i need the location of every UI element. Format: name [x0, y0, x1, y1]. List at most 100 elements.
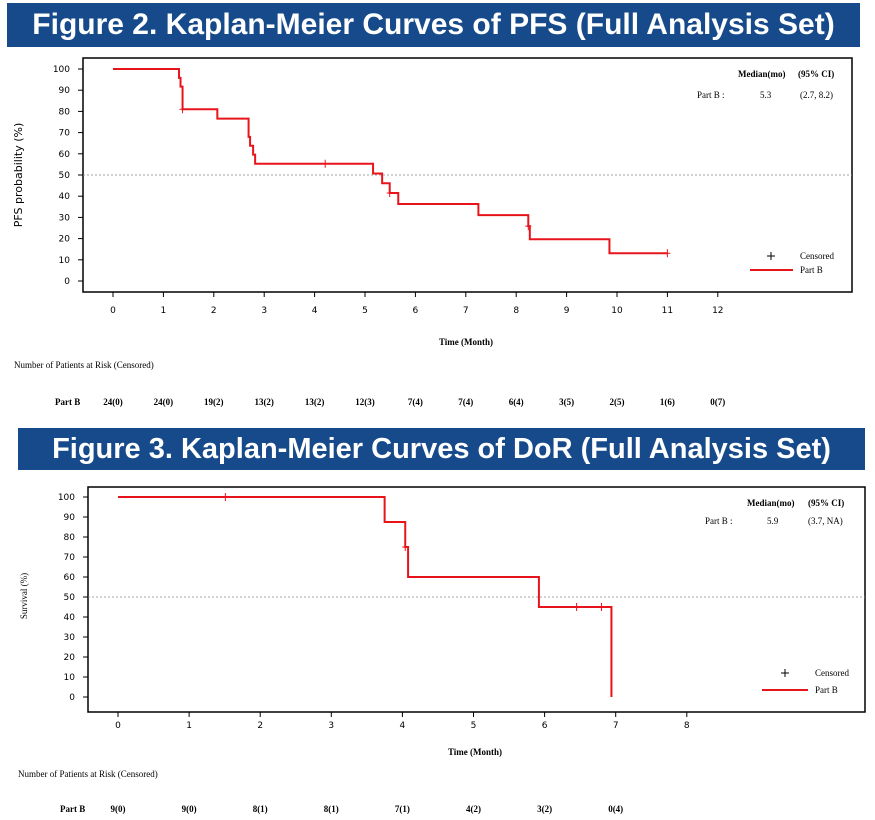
- censored-mark: [179, 105, 186, 114]
- risk-value: 13(2): [254, 397, 274, 407]
- y-tick-label: 80: [64, 533, 76, 543]
- censored-mark: [664, 249, 671, 258]
- risk-value: 7(4): [408, 397, 423, 407]
- median-header: Median(mo): [747, 498, 795, 508]
- x-axis-label: Time (Month): [448, 747, 502, 757]
- x-tick-label: 0: [115, 721, 121, 731]
- y-tick-label: 30: [64, 633, 76, 643]
- risk-value: 13(2): [305, 397, 325, 407]
- x-tick-label: 8: [684, 721, 690, 731]
- risk-value: 8(1): [324, 804, 339, 814]
- risk-value: 7(4): [458, 397, 473, 407]
- y-tick-label: 80: [59, 107, 71, 117]
- y-tick-label: 20: [64, 653, 76, 663]
- y-tick-label: 60: [64, 573, 76, 583]
- y-tick-label: 90: [64, 513, 76, 523]
- y-tick-label: 50: [64, 593, 76, 603]
- risk-table-header: Number of Patients at Risk (Censored): [18, 769, 158, 779]
- censored-mark: [525, 222, 532, 231]
- y-tick-label: 10: [64, 673, 76, 683]
- x-tick-label: 8: [513, 306, 519, 316]
- risk-row-label: Part B: [60, 804, 85, 814]
- risk-value: 0(7): [710, 397, 725, 407]
- risk-value: 24(0): [154, 397, 174, 407]
- risk-value: 2(5): [610, 397, 625, 407]
- ci-header: (95% CI): [798, 69, 834, 79]
- censored-mark: [222, 493, 229, 501]
- x-tick-label: 2: [211, 306, 217, 316]
- km-curve-part-b: [113, 68, 668, 255]
- x-tick-label: 12: [712, 306, 723, 316]
- x-tick-label: 11: [662, 306, 673, 316]
- y-tick-label: 10: [59, 256, 71, 266]
- risk-value: 12(3): [355, 397, 375, 407]
- risk-value: 1(6): [660, 397, 675, 407]
- x-tick-label: 6: [413, 306, 419, 316]
- risk-row-label: Part B: [55, 397, 80, 407]
- median-value: 5.3: [760, 90, 772, 100]
- x-tick-label: 10: [611, 306, 623, 316]
- x-tick-label: 6: [542, 721, 548, 731]
- risk-value: 3(2): [537, 804, 552, 814]
- risk-value: 4(2): [466, 804, 481, 814]
- median-value: 5.9: [767, 516, 779, 526]
- plot-frame: [87, 486, 866, 713]
- x-tick-label: 1: [161, 306, 167, 316]
- censored-mark: [402, 543, 409, 551]
- y-tick-label: 0: [64, 277, 70, 287]
- y-tick-label: 100: [58, 493, 75, 503]
- y-tick-label: 70: [64, 553, 76, 563]
- y-tick-label: 90: [59, 86, 71, 96]
- y-tick-label: 40: [64, 613, 76, 623]
- y-tick-label: 30: [59, 213, 71, 223]
- x-tick-label: 4: [312, 306, 318, 316]
- risk-value: 0(4): [608, 804, 623, 814]
- x-tick-label: 7: [463, 306, 469, 316]
- legend-censored-icon: [767, 252, 775, 260]
- x-tick-label: 5: [471, 721, 477, 731]
- legend-censored-label: Censored: [800, 251, 834, 261]
- figure-3-title: Figure 3. Kaplan-Meier Curves of DoR (Fu…: [18, 428, 865, 470]
- x-tick-label: 5: [362, 306, 368, 316]
- risk-value: 6(4): [509, 397, 524, 407]
- risk-value: 19(2): [204, 397, 224, 407]
- y-axis-label: Survival (%): [19, 573, 29, 619]
- risk-value: 24(0): [103, 397, 123, 407]
- y-tick-label: 20: [59, 235, 71, 245]
- legend-censored-label: Censored: [815, 668, 849, 678]
- x-tick-label: 2: [257, 721, 263, 731]
- x-tick-label: 9: [564, 306, 570, 316]
- ci-header: (95% CI): [808, 498, 844, 508]
- y-tick-label: 100: [53, 65, 70, 75]
- x-tick-label: 3: [328, 721, 334, 731]
- median-ci: (3.7, NA): [808, 516, 843, 526]
- legend-series-label: Part B: [800, 265, 823, 275]
- y-axis-label: PFS probability (%): [12, 123, 25, 227]
- median-ci: (2.7, 8.2): [800, 90, 833, 100]
- x-tick-label: 3: [261, 306, 267, 316]
- y-tick-label: 70: [59, 129, 71, 139]
- risk-value: 3(5): [559, 397, 574, 407]
- risk-value: 8(1): [253, 804, 268, 814]
- risk-value: 9(0): [111, 804, 126, 814]
- x-tick-label: 4: [400, 721, 406, 731]
- y-tick-label: 40: [59, 192, 71, 202]
- censored-mark: [598, 603, 605, 611]
- risk-value: 7(1): [395, 804, 410, 814]
- median-row-label: Part B :: [697, 90, 725, 100]
- risk-table-header: Number of Patients at Risk (Censored): [14, 360, 154, 370]
- median-header: Median(mo): [738, 69, 786, 79]
- censored-mark: [322, 159, 329, 168]
- x-tick-label: 1: [186, 721, 192, 731]
- x-tick-label: 0: [110, 306, 116, 316]
- legend-censored-icon: [781, 669, 789, 677]
- risk-value: 9(0): [182, 804, 197, 814]
- median-row-label: Part B :: [705, 516, 733, 526]
- x-axis-label: Time (Month): [439, 337, 493, 347]
- y-tick-label: 60: [59, 150, 71, 160]
- censored-mark: [573, 603, 580, 611]
- y-tick-label: 50: [59, 171, 71, 181]
- figure-2-title: Figure 2. Kaplan-Meier Curves of PFS (Fu…: [7, 3, 860, 47]
